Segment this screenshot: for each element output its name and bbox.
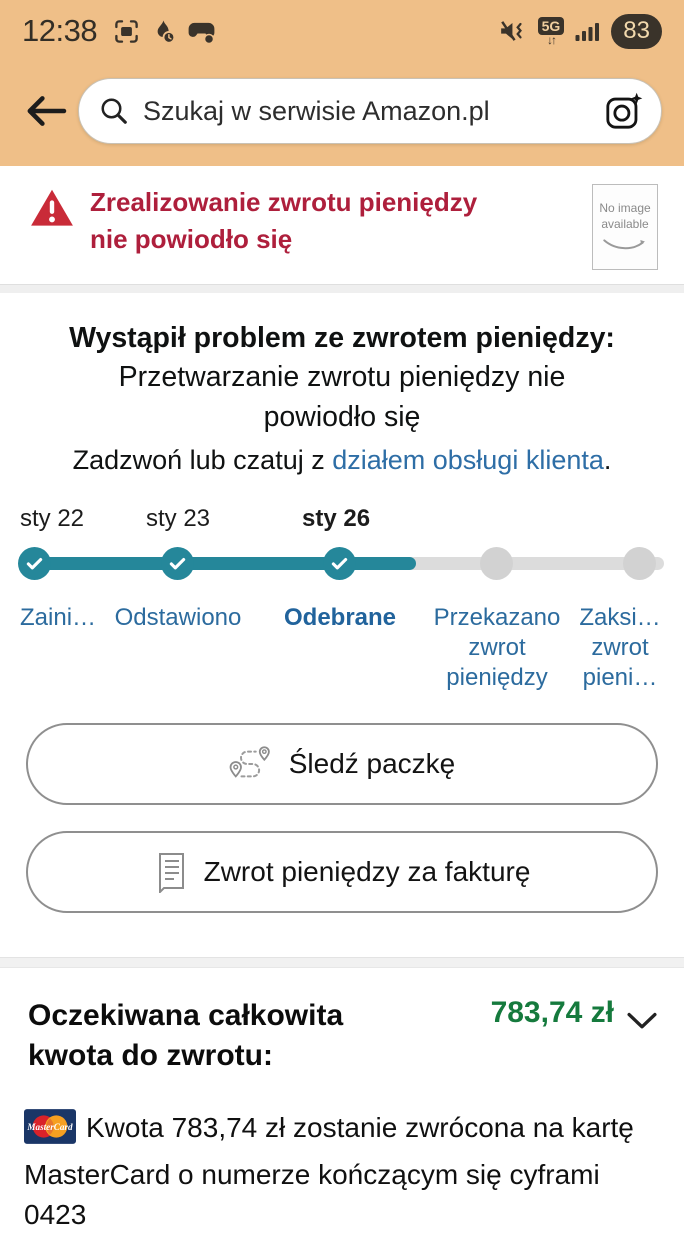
check-icon — [169, 558, 186, 570]
product-thumbnail[interactable]: No image available — [592, 184, 658, 270]
contact-prefix: Zadzwoń lub czatuj z — [72, 444, 333, 475]
back-arrow-icon — [27, 96, 67, 126]
customer-service-link[interactable]: działem obsługi klienta — [332, 444, 604, 475]
refund-alert: Zrealizowanie zwrotu pieniędzy nie powio… — [0, 166, 684, 284]
no-image-text2: available — [601, 216, 649, 231]
search-input[interactable] — [143, 95, 605, 127]
invoice-refund-button[interactable]: Zwrot pieniędzy za fakturę — [26, 831, 658, 914]
step-node-pending — [623, 547, 656, 581]
track-package-button[interactable]: Śledź paczkę — [26, 723, 658, 806]
progress-rail-filled — [20, 557, 416, 571]
5g-network-icon: 5G ↓↑ — [537, 16, 565, 46]
step-label: Zaksi… zwrot pieni… — [579, 604, 661, 692]
contact-suffix: . — [603, 444, 612, 475]
search-icon — [99, 96, 129, 126]
shipment-progress-tracker: sty 22 sty 23 sty 26 Zaini… Odstawiono O… — [0, 505, 684, 693]
search-header — [0, 62, 684, 166]
refund-title: Oczekiwana całkowita kwota do zwrotu: — [28, 999, 344, 1073]
battery-indicator: 83 — [611, 13, 670, 49]
mastercard-logo: MasterCard — [24, 1109, 76, 1155]
track-package-label: Śledź paczkę — [288, 748, 456, 780]
status-bar: 12:38 5G ↓↑ 83 — [0, 0, 684, 62]
action-buttons: Śledź paczkę Zwrot pieniędzy za fakturę — [26, 723, 658, 914]
step-node-done — [323, 547, 356, 581]
invoice-refund-label: Zwrot pieniędzy za fakturę — [203, 856, 531, 888]
status-bar-right: 5G ↓↑ 83 — [499, 13, 670, 49]
payment-note: MasterCard Kwota 783,74 zł zostanie zwró… — [24, 1108, 660, 1235]
screenshot-icon — [113, 18, 140, 45]
step-node-done — [161, 547, 194, 581]
contact-line: Zadzwoń lub czatuj z działem obsługi kli… — [62, 441, 622, 479]
step-node-pending — [480, 547, 513, 581]
no-image-text: No image — [599, 201, 651, 216]
section-band-divider — [0, 957, 684, 969]
back-button[interactable] — [14, 93, 78, 129]
problem-title: Wystąpił problem ze zwrotem pieniędzy: P… — [66, 319, 618, 437]
svg-text:MasterCard: MasterCard — [26, 1122, 73, 1132]
search-bar[interactable] — [78, 78, 662, 144]
step-date: sty 23 — [146, 505, 211, 533]
muted-speaker-icon — [499, 18, 528, 44]
step-label-current: Odebrane — [283, 604, 397, 632]
alert-left: Zrealizowanie zwrotu pieniędzy nie powio… — [30, 184, 530, 258]
section-divider — [0, 284, 684, 293]
spacer — [0, 913, 684, 957]
invoice-icon — [154, 851, 188, 894]
check-icon — [26, 558, 43, 570]
problem-title-bold: Wystąpił problem ze zwrotem pieniędzy: — [69, 322, 615, 354]
step-label: Zaini… — [20, 604, 97, 632]
step-date: sty 26 — [302, 505, 371, 533]
flame-timer-icon — [150, 18, 177, 45]
step-node-done — [18, 547, 51, 581]
problem-section: Wystąpił problem ze zwrotem pieniędzy: P… — [0, 293, 684, 493]
chevron-down-icon[interactable] — [626, 1012, 658, 1030]
clock: 12:38 — [22, 13, 98, 48]
refund-summary: Oczekiwana całkowita kwota do zwrotu: 78… — [0, 968, 684, 1076]
refund-amount: 783,74 zł — [490, 996, 614, 1030]
game-controller-icon — [187, 19, 216, 44]
payment-message: Kwota 783,74 zł zostanie zwrócona na kar… — [24, 1112, 634, 1231]
step-date: sty 22 — [20, 505, 85, 533]
warning-triangle-icon — [30, 188, 74, 258]
signal-bars-icon — [574, 18, 601, 44]
step-label: Przekazano zwrot pieniędzy — [433, 604, 561, 692]
check-icon — [331, 558, 348, 570]
alert-message: Zrealizowanie zwrotu pieniędzy nie powio… — [90, 187, 478, 254]
step-label: Odstawiono — [114, 604, 242, 632]
status-bar-left: 12:38 — [22, 13, 216, 49]
refund-amount-row: 783,74 zł — [491, 996, 658, 1030]
camera-icon[interactable] — [605, 92, 643, 130]
route-icon — [229, 744, 273, 784]
problem-title-rest: Przetwarzanie zwrotu pieniędzy nie powio… — [118, 361, 566, 433]
amazon-smile-icon — [602, 237, 648, 253]
